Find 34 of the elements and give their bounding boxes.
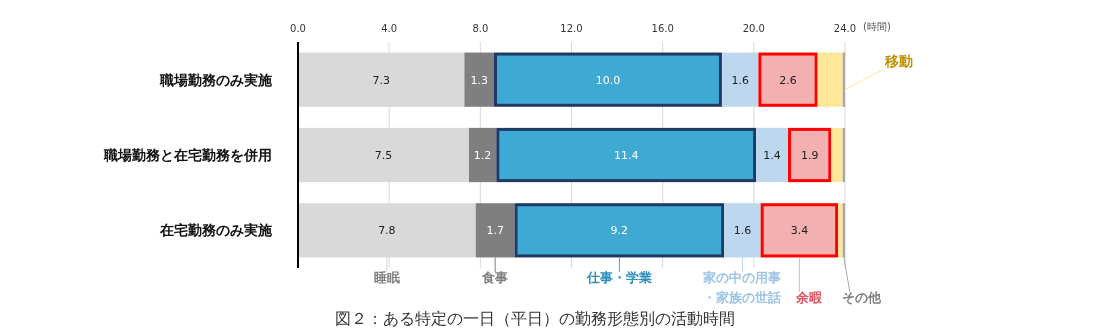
y-tick-label: 職場勤務と在宅勤務を併用 [103,147,272,163]
data-label: 1.6 [733,224,752,238]
data-label: 11.4 [613,149,639,162]
data-label: 1.6 [731,73,749,87]
legend-label: 食事 [481,270,509,285]
x-tick-label: 16.0 [651,23,674,34]
data-label: 1.9 [800,149,819,162]
data-label: 1.3 [470,73,488,87]
x-tick-label: 8.0 [472,23,489,34]
data-label: 1.7 [486,224,504,238]
x-tick-label: 4.0 [381,23,398,34]
x-tick-label: 24.0 [833,23,857,34]
x-tick-label: 20.0 [742,23,765,34]
x-tick-label: 12.0 [560,23,583,34]
data-label: 9.2 [610,224,629,238]
legend-label: 家の中の用事・家族の世話 [702,270,782,305]
data-label: 7.8 [378,224,396,238]
data-label: 1.2 [473,149,492,162]
text: 余暇 [795,290,824,305]
data-label: 3.4 [790,224,809,238]
text: 図２：ある特定の一日（平日）の勤務形態別の活動時間 [335,309,735,328]
text: その他 [842,290,883,305]
y-tick-label: 在宅勤務のみ実施 [159,222,273,239]
data-label: 10.0 [595,73,621,87]
y-tick-label: 職場勤務のみ実施 [159,71,273,88]
data-label: 7.3 [372,73,390,87]
data-label: 2.6 [779,73,797,87]
series-label: 仕事・学業 [585,270,652,285]
data-label: 7.5 [374,149,393,162]
legend-label: 睡眠 [373,270,400,285]
x-axis-title: (時間) [863,21,891,32]
data-label: 1.4 [763,149,781,162]
text: 移動 [883,52,913,69]
x-tick-label: 0.0 [290,23,306,34]
